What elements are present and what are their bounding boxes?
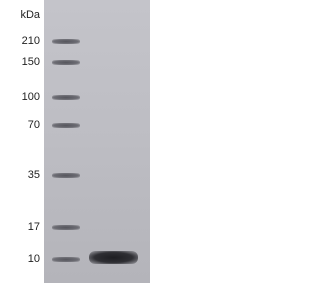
marker-label: 10 — [27, 253, 40, 265]
marker-label: 70 — [27, 119, 40, 131]
marker-band — [52, 257, 80, 262]
marker-label: 17 — [27, 221, 40, 233]
marker-band — [52, 225, 80, 230]
marker-band — [52, 173, 80, 178]
marker-label: 35 — [27, 169, 40, 181]
marker-band — [52, 60, 80, 65]
sample-band — [89, 251, 138, 264]
unit-label: kDa — [20, 9, 40, 21]
marker-label: 150 — [21, 56, 40, 68]
gel-background — [44, 0, 150, 283]
marker-band — [52, 123, 80, 128]
marker-label: 210 — [21, 35, 40, 47]
marker-band — [52, 39, 80, 44]
marker-band — [52, 95, 80, 100]
marker-label: 100 — [21, 91, 40, 103]
gel-image: kDa 210 150 100 70 35 17 10 — [0, 0, 150, 283]
